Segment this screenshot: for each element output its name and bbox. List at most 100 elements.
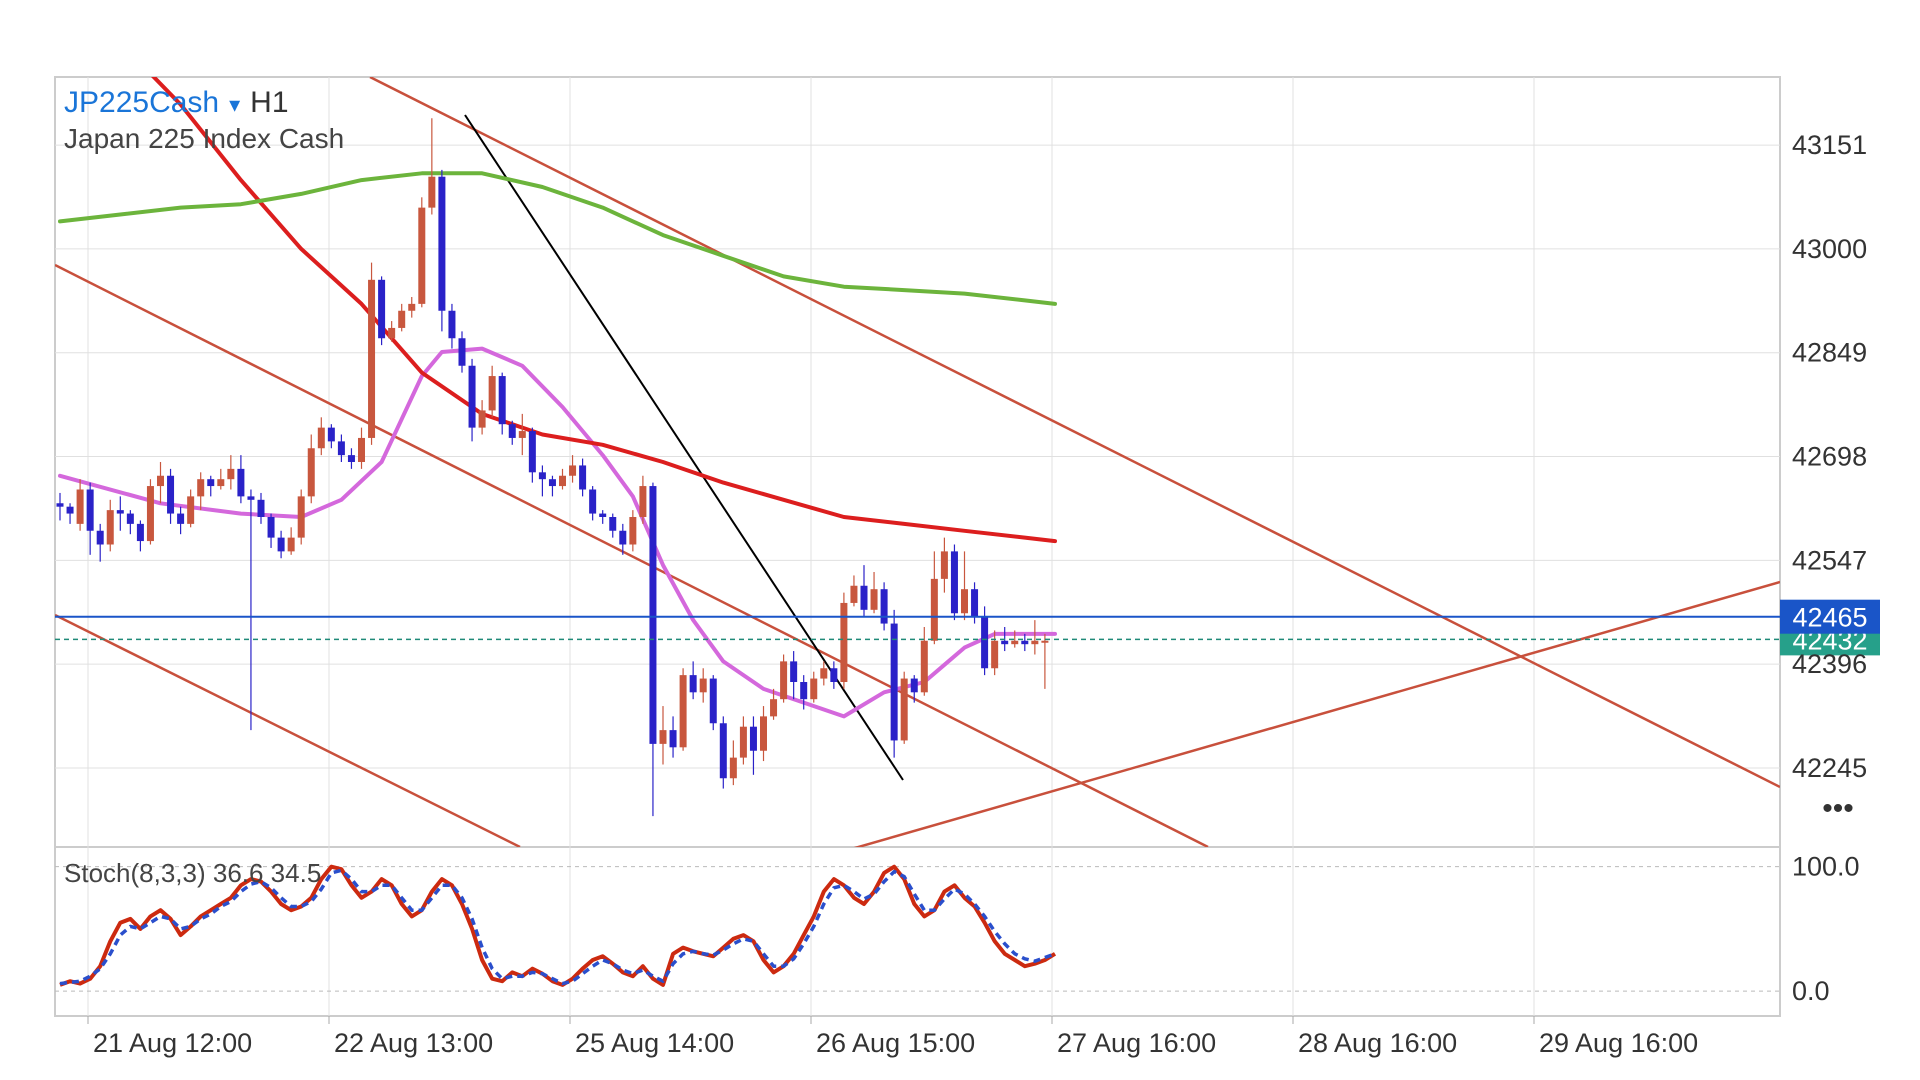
candle [408,297,416,318]
candle [177,506,185,535]
candle [699,668,707,703]
candle-body [880,589,888,624]
candle-body [548,479,556,487]
candle-body [106,510,114,545]
candle-body [950,551,958,614]
candle-body [559,475,566,487]
candle-body [287,537,295,552]
candle [850,575,858,607]
candle-body [589,489,597,514]
candle [86,482,94,555]
candle [599,510,607,524]
candle [629,510,637,552]
price-tick: 43151 [1792,130,1867,160]
candle [890,609,898,758]
candle-body [971,589,979,617]
candle [167,468,175,524]
current-price-label: 42465 [1792,603,1867,633]
candle [448,303,456,349]
stoch-d-line [59,868,1056,986]
candle-body [639,486,647,517]
candle-body [579,465,587,490]
candle [126,510,134,535]
candle-body [1031,640,1039,645]
symbol-title[interactable]: JP225Cash ▾ H1 [64,86,289,119]
candle [579,458,587,497]
candle-body [116,510,124,514]
candle-body [1011,640,1019,645]
candle [749,716,757,775]
stoch-k-line [59,864,1057,987]
channel-line [55,613,521,847]
candle-body [247,496,255,500]
candle-body [910,678,918,693]
candle-body [900,678,908,741]
candle-body [991,640,999,669]
moving-average-line [58,171,1057,306]
stoch-tick: 0.0 [1792,976,1830,1006]
stoch-label: Stoch(8,3,3) 36.6 34.5 [64,858,321,888]
candle [940,537,948,593]
candle [287,527,295,555]
candle-body [528,431,536,473]
channel-lines [55,77,1780,847]
candle [458,331,466,373]
candle [548,475,556,497]
candle [870,572,878,614]
candle [790,651,798,700]
more-menu-icon[interactable]: ••• [1822,792,1854,825]
candle [679,668,687,751]
current-price-label-bg [1780,599,1880,634]
candle-body [297,496,305,538]
moving-average-line [151,77,1057,544]
candle-body [569,465,577,476]
candle-body [649,486,657,744]
candle-body [317,427,325,449]
time-label: 22 Aug 13:00 [334,1028,493,1058]
symbol-name[interactable]: JP225Cash [64,86,219,119]
candle-body [468,365,476,428]
candle-body [840,602,848,682]
candle-body [157,475,164,487]
stoch-tick: 100.0 [1792,852,1860,882]
instrument-name: Japan 225 Index Cash [64,123,344,154]
candle-body [438,176,446,311]
candle-body [388,327,396,339]
candle [227,455,235,490]
candle-body [749,726,757,751]
candle [518,413,526,456]
candle [810,671,818,703]
candle [1011,630,1019,648]
candle [277,530,285,559]
candle [438,169,446,332]
candle-body [126,513,134,524]
candles [56,118,1049,817]
candle [780,654,788,703]
stochastic-axis: 100.0 0.0 [1792,852,1860,1006]
candle [488,365,496,418]
candle-body [76,489,84,524]
candle [860,565,868,617]
candle [900,671,908,744]
candle-body [136,523,144,542]
candle [388,321,396,342]
price-axis: 43151 43000 42849 42698 42547 42396 42245 [1792,130,1867,783]
candle [619,523,627,555]
candle [528,427,536,483]
price-tick: 42698 [1792,442,1867,472]
candle-body [810,678,818,700]
candle [468,358,476,442]
candle [538,465,546,497]
candle [498,372,506,435]
candle-body [217,479,225,487]
candle-body [177,513,185,524]
candle-body [146,486,154,542]
timeframe-label[interactable]: H1 [250,86,288,119]
candle [830,661,838,689]
candle-body [770,699,778,717]
candle-body [699,678,707,693]
candle-body [1021,640,1029,645]
symbol-dropdown-icon[interactable]: ▾ [229,92,240,117]
candle-body [800,682,808,700]
